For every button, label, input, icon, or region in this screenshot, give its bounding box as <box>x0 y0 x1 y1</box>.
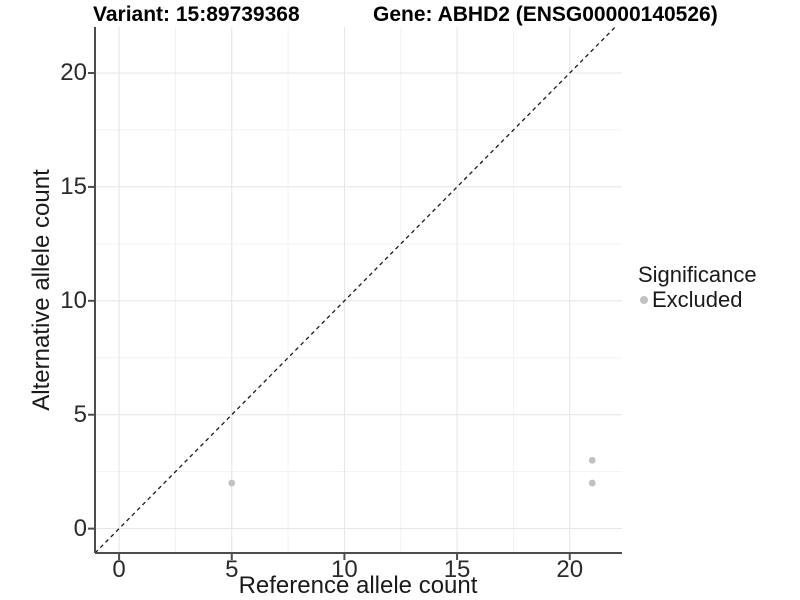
x-tick-label: 20 <box>556 556 584 583</box>
legend-key-dot-icon <box>640 296 648 305</box>
y-tick-label: 0 <box>73 514 87 542</box>
data-point <box>588 456 596 464</box>
legend: Significance Excluded <box>638 262 757 312</box>
y-tick-label: 10 <box>60 286 87 314</box>
y-tick-label: 15 <box>60 172 87 200</box>
identity-line <box>94 26 616 554</box>
x-tick-label: 15 <box>443 556 471 583</box>
y-tick-label: 5 <box>73 400 87 428</box>
plot-title-variant: Variant: 15:89739368 <box>93 3 300 26</box>
legend-title: Significance <box>638 262 757 287</box>
plot-title-gene: Gene: ABHD2 (ENSG00000140526) <box>373 3 718 26</box>
data-point <box>228 479 236 487</box>
x-tick-label: 10 <box>331 556 358 583</box>
x-axis-label: Reference allele count <box>238 572 478 599</box>
x-tick-label: 0 <box>112 556 126 583</box>
y-tick-label: 20 <box>60 59 87 87</box>
data-point <box>588 479 596 487</box>
y-axis-label: Alternative allele count <box>28 169 55 411</box>
x-tick-label: 5 <box>225 556 239 583</box>
legend-entry-label: Excluded <box>652 287 743 313</box>
legend-entry-excluded: Excluded <box>640 288 757 312</box>
